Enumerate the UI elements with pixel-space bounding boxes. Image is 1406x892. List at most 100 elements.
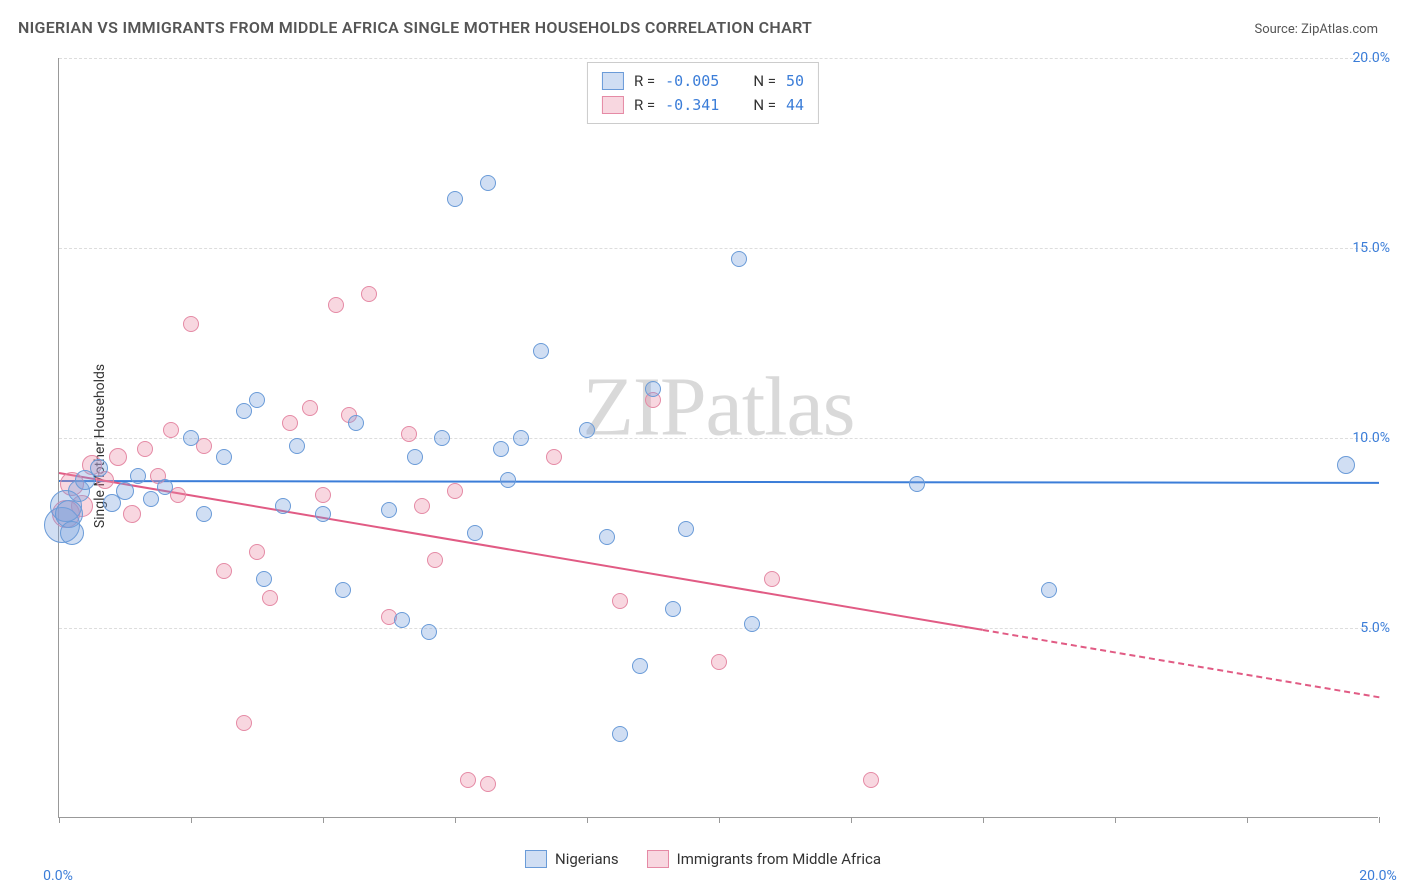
data-point — [137, 441, 153, 457]
data-point — [394, 612, 410, 628]
x-tick — [191, 817, 192, 823]
data-point — [289, 438, 305, 454]
data-point — [678, 521, 694, 537]
data-point — [909, 476, 925, 492]
n-value-b: 44 — [786, 93, 804, 117]
data-point — [480, 175, 496, 191]
data-point — [249, 544, 265, 560]
plot-area: ZIPatlas — [58, 58, 1378, 818]
swatch-b — [602, 96, 624, 114]
data-point — [863, 772, 879, 788]
data-point — [216, 563, 232, 579]
data-point — [421, 624, 437, 640]
series-a-label: Nigerians — [555, 850, 619, 868]
x-tick — [59, 817, 60, 823]
data-point — [328, 297, 344, 313]
watermark: ZIPatlas — [583, 359, 855, 456]
data-point — [315, 506, 331, 522]
y-tick-label: 15.0% — [1352, 240, 1390, 256]
data-point — [407, 449, 423, 465]
data-point — [123, 505, 141, 523]
data-point — [275, 498, 291, 514]
data-point — [348, 415, 364, 431]
data-point — [447, 483, 463, 499]
data-point — [764, 571, 780, 587]
legend-item-b: Immigrants from Middle Africa — [647, 850, 881, 868]
swatch-a — [602, 72, 624, 90]
data-point — [1041, 582, 1057, 598]
gridline-h — [59, 438, 1378, 439]
trend-line — [59, 472, 983, 631]
y-tick-label: 5.0% — [1360, 620, 1390, 636]
n-value-a: 50 — [786, 69, 804, 93]
data-point — [533, 343, 549, 359]
data-point — [262, 590, 278, 606]
x-tick — [1247, 817, 1248, 823]
correlation-chart: NIGERIAN VS IMMIGRANTS FROM MIDDLE AFRIC… — [0, 0, 1406, 892]
x-tick-max: 20.0% — [1359, 868, 1397, 884]
data-point — [546, 449, 562, 465]
data-point — [500, 472, 516, 488]
data-point — [335, 582, 351, 598]
data-point — [183, 316, 199, 332]
data-point — [665, 601, 681, 617]
data-point — [467, 525, 483, 541]
data-point — [163, 422, 179, 438]
data-point — [493, 441, 509, 457]
gridline-h — [59, 248, 1378, 249]
legend-item-a: Nigerians — [525, 850, 619, 868]
data-point — [282, 415, 298, 431]
r-value-b: -0.341 — [665, 93, 719, 117]
data-point — [1337, 456, 1355, 474]
data-point — [579, 422, 595, 438]
data-point — [315, 487, 331, 503]
data-point — [711, 654, 727, 670]
n-label-a: N = — [753, 69, 776, 93]
data-point — [401, 426, 417, 442]
r-label-b: R = — [634, 93, 655, 117]
x-tick — [587, 817, 588, 823]
data-point — [157, 479, 173, 495]
data-point — [480, 776, 496, 792]
data-point — [361, 286, 377, 302]
data-point — [60, 521, 84, 545]
x-tick — [455, 817, 456, 823]
chart-title: NIGERIAN VS IMMIGRANTS FROM MIDDLE AFRIC… — [18, 18, 812, 37]
legend-row-b: R = -0.341 N = 44 — [602, 93, 804, 117]
x-tick — [851, 817, 852, 823]
gridline-h — [59, 628, 1378, 629]
y-tick-label: 10.0% — [1352, 430, 1390, 446]
x-tick-min: 0.0% — [43, 868, 73, 884]
r-label-a: R = — [634, 69, 655, 93]
data-point — [434, 430, 450, 446]
trend-line — [59, 480, 1379, 484]
source-label: Source: ZipAtlas.com — [1254, 22, 1378, 37]
data-point — [236, 715, 252, 731]
n-label-b: N = — [753, 93, 776, 117]
data-point — [256, 571, 272, 587]
y-tick-label: 20.0% — [1352, 50, 1390, 66]
data-point — [143, 491, 159, 507]
swatch-a-icon — [525, 850, 547, 868]
x-tick — [1379, 817, 1380, 823]
data-point — [427, 552, 443, 568]
series-legend: Nigerians Immigrants from Middle Africa — [525, 850, 881, 868]
data-point — [381, 502, 397, 518]
data-point — [612, 726, 628, 742]
r-value-a: -0.005 — [665, 69, 719, 93]
data-point — [236, 403, 252, 419]
x-tick — [719, 817, 720, 823]
data-point — [645, 381, 661, 397]
series-b-label: Immigrants from Middle Africa — [677, 850, 881, 868]
correlation-legend: R = -0.005 N = 50 R = -0.341 N = 44 — [587, 62, 819, 124]
data-point — [447, 191, 463, 207]
x-tick — [1115, 817, 1116, 823]
gridline-h — [59, 58, 1378, 59]
data-point — [130, 468, 146, 484]
data-point — [460, 772, 476, 788]
swatch-b-icon — [647, 850, 669, 868]
data-point — [744, 616, 760, 632]
data-point — [731, 251, 747, 267]
data-point — [612, 593, 628, 609]
data-point — [216, 449, 232, 465]
